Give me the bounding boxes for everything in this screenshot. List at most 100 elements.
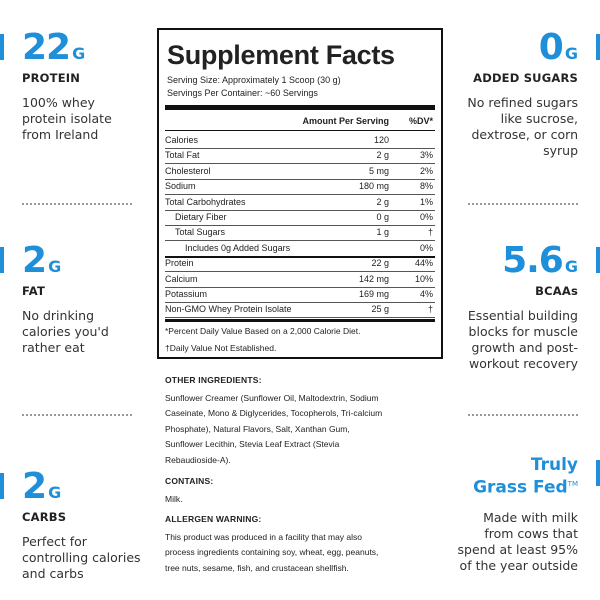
nutrient-name: Includes 0g Added Sugars	[185, 242, 291, 253]
protein-value: 22	[22, 27, 71, 68]
facts-row: Potassium 169 mg 4%	[165, 287, 435, 303]
nutrient-dv: 0%	[419, 212, 433, 222]
nutrient-amount: 2 g	[376, 196, 389, 207]
nutrient-amount: 22 g	[371, 258, 389, 269]
header-dv: %DV*	[408, 116, 433, 126]
header-amount: Amount Per Serving	[302, 116, 389, 126]
desc-line: protein isolate	[22, 111, 112, 126]
nutrient-dv: †	[427, 304, 433, 315]
ingredient-line: Caseinate, Mono & Diglycerides, Tocopher…	[165, 408, 383, 418]
contains-text: Milk.	[165, 493, 183, 504]
desc-line: calories you'd	[22, 324, 109, 339]
desc-line: of the year outside	[459, 557, 578, 573]
contains-section: CONTAINS: Milk.	[165, 474, 440, 507]
ingredient-line: Phosphate), Natural Flavors, Salt, Xanth…	[165, 423, 350, 434]
grassfed-title: Truly Grass FedTM	[458, 455, 578, 498]
nutrient-amount: 2 g	[376, 150, 389, 161]
protein-unit: G	[72, 44, 86, 63]
supplement-facts-panel: Supplement Facts Serving Size: Approxima…	[157, 28, 443, 359]
desc-line: from cows that	[484, 525, 578, 541]
grassfed-title-line: Truly	[530, 455, 578, 475]
nutrient-dv: †	[427, 227, 433, 238]
desc-line: dextrose, or corn	[471, 127, 579, 142]
facts-row: Includes 0g Added Sugars 0%	[165, 241, 435, 258]
desc-line: workout recovery	[469, 356, 578, 371]
other-ingredients-text: Sunflower Creamer (Sunflower Oil, Maltod…	[165, 391, 440, 469]
accent-bar	[0, 34, 4, 60]
dv-not-established-note: †Daily Value Not Established.	[165, 343, 277, 353]
ingredient-line: Sunflower Lecithin, Stevia Leaf Extract …	[165, 439, 340, 449]
sugars-label: ADDED SUGARS	[473, 71, 578, 85]
nutrient-name: Sodium	[165, 181, 196, 192]
facts-row: Total Carbohydrates 2 g 1%	[165, 195, 435, 211]
allergen-text: This product was produced in a facility …	[165, 530, 440, 577]
nutrient-name: Calcium	[165, 273, 198, 284]
nutrient-name: Calories	[165, 135, 199, 145]
nutrient-name: Non-GMO Whey Protein Isolate	[165, 304, 292, 315]
desc-line: syrup	[543, 143, 578, 158]
grassfed-desc: Made with milk from cows that spend at l…	[458, 510, 579, 574]
nutrient-name: Protein	[165, 258, 194, 269]
other-ingredients: OTHER INGREDIENTS: Sunflower Creamer (Su…	[165, 373, 440, 468]
allergen-warning: ALLERGEN WARNING: This product was produ…	[165, 512, 440, 576]
allergen-line: process ingredients containing soy, whea…	[165, 547, 379, 557]
thick-rule	[165, 105, 435, 110]
facts-row: Calcium 142 mg 10%	[165, 272, 435, 288]
thin-rule	[165, 130, 435, 131]
facts-row: Non-GMO Whey Protein Isolate 25 g †	[165, 302, 435, 319]
divider	[468, 203, 578, 205]
facts-row: Protein 22 g 44%	[165, 256, 435, 273]
nutrient-dv: 1%	[419, 196, 433, 207]
contains-title: CONTAINS:	[165, 476, 214, 486]
desc-line: No drinking	[22, 308, 95, 323]
fat-value: 2	[22, 240, 47, 281]
nutrient-amount: 169 mg	[358, 289, 389, 299]
nutrient-name: Total Fat	[165, 150, 200, 161]
bcaa-value: 5.6	[502, 240, 564, 281]
nutrient-dv: 0%	[419, 242, 433, 253]
protein-stat: 22 G PROTEIN 100% whey protein isolate fr…	[22, 30, 112, 143]
bcaa-stat: 5.6 G BCAAs Essential building blocks for…	[468, 243, 578, 372]
accent-bar	[0, 473, 4, 499]
desc-line: rather eat	[22, 340, 85, 355]
nutrient-amount: 180 mg	[358, 181, 389, 192]
nutrient-name: Total Carbohydrates	[165, 196, 246, 207]
accent-bar	[0, 247, 4, 273]
nutrient-name: Potassium	[165, 289, 208, 299]
protein-label: PROTEIN	[22, 71, 81, 85]
trademark: TM	[567, 480, 578, 488]
grassfed-stat: Truly Grass FedTM Made with milk from co…	[458, 456, 579, 574]
nutrient-dv: 10%	[414, 273, 433, 284]
divider	[22, 414, 132, 416]
nutrient-amount: 0 g	[376, 212, 389, 222]
sugars-desc: No refined sugars like sucrose, dextrose…	[467, 95, 578, 159]
nutrient-name: Total Sugars	[175, 227, 226, 238]
divider	[22, 203, 132, 205]
nutrient-name: Dietary Fiber	[175, 212, 227, 222]
bcaa-desc: Essential building blocks for muscle gro…	[468, 308, 578, 372]
desc-line: spend at least 95%	[457, 541, 579, 557]
nutrient-amount: 1 g	[376, 227, 389, 238]
carbs-unit: G	[48, 483, 62, 502]
other-ingredients-title: OTHER INGREDIENTS:	[165, 375, 262, 385]
dv-note: *Percent Daily Value Based on a 2,000 Ca…	[165, 326, 361, 336]
facts-row: Sodium 180 mg 8%	[165, 179, 435, 196]
accent-bar	[596, 34, 600, 60]
desc-line: blocks for muscle	[468, 324, 578, 339]
desc-line: Perfect for	[22, 534, 87, 549]
serving-size: Serving Size: Approximately 1 Scoop (30 …	[167, 75, 341, 85]
desc-line: Made with milk	[483, 509, 578, 525]
carbs-value: 2	[22, 466, 47, 507]
facts-row: Calories 120	[165, 133, 435, 149]
desc-line: growth and post-	[471, 340, 578, 355]
desc-line: Essential building	[467, 308, 578, 323]
thick-rule	[165, 319, 435, 322]
nutrient-dv: 44%	[414, 258, 433, 269]
accent-bar	[596, 460, 600, 486]
grassfed-title-line: Grass Fed	[473, 477, 568, 498]
nutrient-amount: 25 g	[371, 304, 389, 315]
carbs-desc: Perfect for controlling calories and car…	[22, 534, 141, 582]
